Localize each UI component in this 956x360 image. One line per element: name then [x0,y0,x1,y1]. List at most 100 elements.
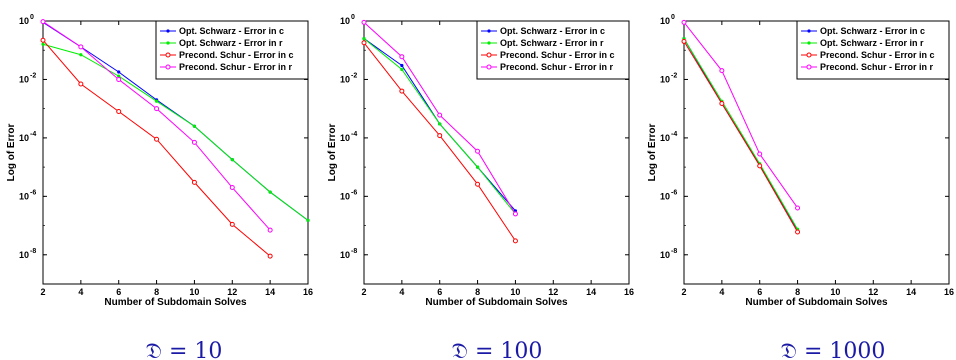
y-tick-label: 10 [340,133,350,143]
series-line [42,43,309,221]
legend-marker [806,52,812,58]
x-tick-label: 16 [624,287,634,297]
legend-label: Precond. Schur - Error in r [820,62,934,72]
x-tick-label: 2 [40,287,45,297]
data-point [116,76,122,82]
y-tick-label: 10 [19,16,29,26]
y-tick-label: 10 [660,191,670,201]
x-tick-label: 6 [757,287,762,297]
data-point [267,253,273,259]
data-point [117,74,121,78]
data-point [512,238,518,244]
x-tick-label: 4 [78,287,83,297]
legend-box [796,20,950,80]
y-tick-exponent: -4 [671,131,677,138]
data-point [154,136,160,142]
data-point [437,112,443,118]
x-tick-label: 8 [795,287,800,297]
data-point [40,19,46,25]
data-point [79,53,83,57]
series-line [683,41,799,233]
x-tick-label: 10 [510,287,520,297]
data-point [438,122,442,126]
data-point [41,42,45,46]
data-point [719,68,725,74]
y-tick-exponent: -2 [30,72,36,79]
legend-marker [487,41,491,45]
chart-caption: 𝔇 = 10 [146,339,223,360]
y-tick-exponent: -8 [351,248,357,255]
data-point [230,158,234,162]
y-tick-label: 10 [340,74,350,84]
x-tick-label: 16 [303,287,313,297]
legend-label: Precond. Schur - Error in c [500,50,615,60]
legend-marker [487,29,491,33]
data-point [267,227,273,233]
data-point [229,221,235,227]
y-tick-exponent: -4 [30,131,36,138]
y-tick-exponent: -6 [351,189,357,196]
data-point [191,139,197,145]
data-point [475,165,480,169]
legend-marker [807,29,811,33]
x-tick-label: 12 [868,287,878,297]
data-point [475,181,481,187]
data-point [681,19,687,25]
y-tick-label: 10 [19,191,29,201]
y-tick-exponent: -6 [671,189,677,196]
data-point [795,229,801,235]
data-point [757,163,763,169]
legend-marker [486,52,492,58]
x-tick-label: 6 [437,287,442,297]
data-point [400,67,404,72]
legend-label: Precond. Schur - Error in r [179,62,293,72]
legend-label: Opt. Schwarz - Error in c [820,26,925,36]
legend-marker [165,52,171,58]
data-point [512,211,518,217]
data-point [795,205,801,211]
y-tick-label: 10 [660,133,670,143]
series-line [683,38,799,230]
y-tick-exponent: 0 [671,14,675,21]
x-tick-label: 2 [681,287,686,297]
x-tick-label: 16 [944,287,954,297]
data-point [719,101,725,107]
data-point [191,179,197,185]
chart-caption: 𝔇 = 100 [452,339,543,360]
data-point [192,124,197,128]
data-point [154,99,159,103]
data-point [399,54,405,60]
y-tick-label: 10 [660,16,670,26]
data-point [78,44,84,50]
x-axis-label: Number of Subdomain Solves [104,297,247,308]
data-point [306,218,310,223]
data-point [400,63,404,68]
legend-marker [806,64,812,70]
x-tick-label: 14 [265,287,275,297]
y-tick-exponent: -6 [30,189,36,196]
x-tick-label: 4 [399,287,404,297]
legend-box [476,20,630,80]
x-tick-label: 10 [830,287,840,297]
data-point [757,151,763,157]
y-tick-label: 10 [660,250,670,260]
x-tick-label: 14 [586,287,596,297]
legend-label: Precond. Schur - Error in c [179,50,294,60]
y-tick-label: 10 [19,74,29,84]
legend-label: Opt. Schwarz - Error in r [500,38,604,48]
x-axis-label: Number of Subdomain Solves [745,297,888,308]
x-tick-label: 12 [227,287,237,297]
x-tick-label: 12 [548,287,558,297]
legend-label: Opt. Schwarz - Error in c [179,26,284,36]
x-tick-label: 8 [475,287,480,297]
legend-marker [165,64,171,70]
legend-label: Opt. Schwarz - Error in r [179,38,283,48]
y-tick-exponent: 0 [30,14,34,21]
y-tick-label: 10 [19,133,29,143]
series-line [683,22,798,209]
legend-label: Precond. Schur - Error in c [820,50,935,60]
legend-marker [166,41,170,45]
